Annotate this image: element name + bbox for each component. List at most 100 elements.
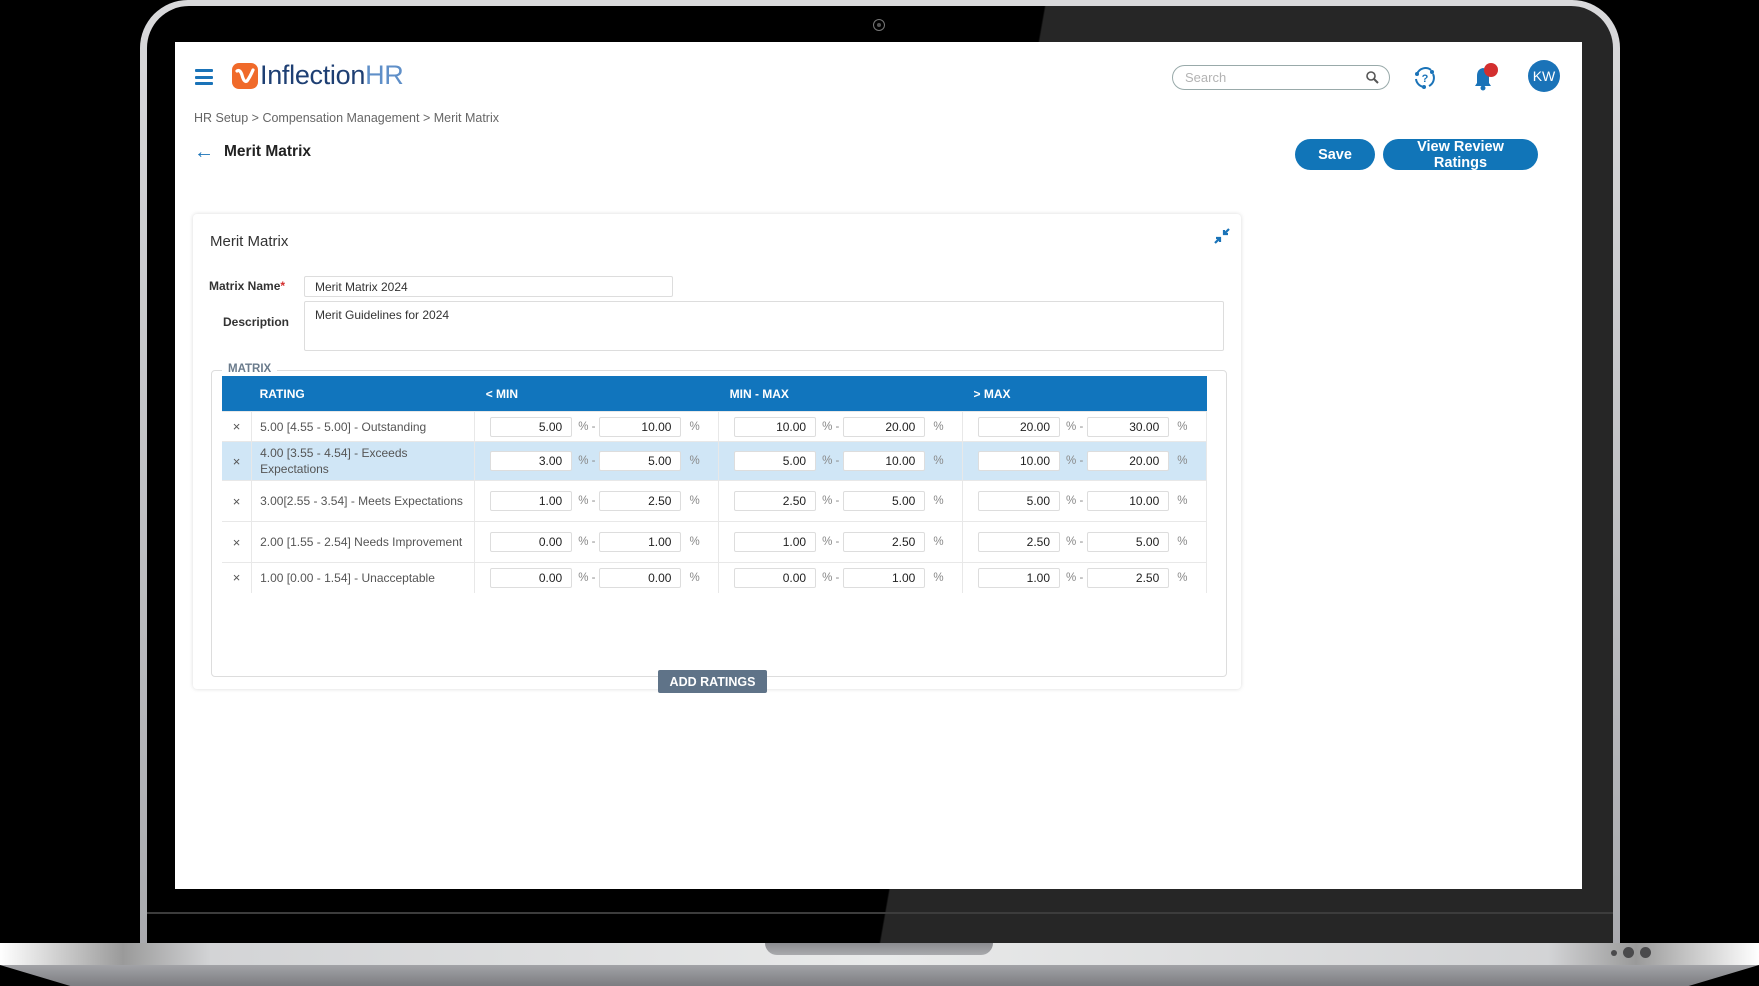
range-cell-min-max: % - % xyxy=(718,562,964,593)
range-cell-below-min: % - % xyxy=(474,480,720,522)
search-input[interactable] xyxy=(1183,69,1366,86)
range-cell-above-max: % - % xyxy=(962,441,1207,481)
range-to-input[interactable] xyxy=(1087,491,1170,511)
percent-label: % xyxy=(933,420,944,433)
percent-label: % xyxy=(933,536,944,548)
range-cell-above-max: % - % xyxy=(962,480,1207,522)
range-from-input[interactable] xyxy=(978,416,1061,437)
range-from-input[interactable] xyxy=(734,532,817,552)
percent-label: % xyxy=(933,495,944,507)
percent-label: % xyxy=(1177,420,1188,433)
column-header-above-max: > MAX xyxy=(962,376,1207,412)
rating-label: 2.00 [1.55 - 2.54] Needs Improvement xyxy=(251,521,476,563)
range-from-input[interactable] xyxy=(978,491,1061,511)
range-from-input[interactable] xyxy=(490,532,573,552)
range-to-input[interactable] xyxy=(843,451,926,471)
range-from-input[interactable] xyxy=(734,416,817,437)
matrix-legend: MATRIX xyxy=(222,363,278,375)
range-to-input[interactable] xyxy=(1087,451,1170,471)
description-label: Description xyxy=(223,315,290,329)
range-to-input[interactable] xyxy=(1087,567,1170,588)
range-cell-below-min: % - % xyxy=(474,521,720,563)
arrow-left-icon[interactable]: ← xyxy=(194,141,214,163)
range-cell-min-max: % - % xyxy=(718,480,964,522)
range-from-input[interactable] xyxy=(490,451,573,471)
range-from-input[interactable] xyxy=(978,532,1061,552)
card-title: Merit Matrix xyxy=(210,233,289,250)
percent-label: % xyxy=(689,571,700,584)
table-row: × 1.00 [0.00 - 1.54] - Unacceptable % - … xyxy=(222,562,1207,593)
percent-label: % xyxy=(1177,455,1188,467)
percent-separator: % - xyxy=(822,455,840,467)
percent-separator: % - xyxy=(1066,536,1084,548)
app-screen: InflectionHR ? KW HR Setup > Compensatio… xyxy=(175,42,1582,889)
percent-separator: % - xyxy=(1066,420,1084,433)
range-cell-below-min: % - % xyxy=(474,441,720,481)
search-icon[interactable] xyxy=(1366,71,1379,84)
percent-separator: % - xyxy=(578,536,596,548)
range-from-input[interactable] xyxy=(978,567,1061,588)
percent-label: % xyxy=(933,571,944,584)
range-to-input[interactable] xyxy=(599,491,682,511)
user-avatar[interactable]: KW xyxy=(1528,60,1560,92)
logo-text: InflectionHR xyxy=(260,60,404,90)
table-header-row: RATING < MIN MIN - MAX > MAX xyxy=(222,376,1207,412)
percent-label: % xyxy=(1177,536,1188,548)
matrix-name-input[interactable] xyxy=(304,276,673,297)
percent-label: % xyxy=(689,536,700,548)
svg-text:?: ? xyxy=(1422,73,1429,85)
bell-icon[interactable] xyxy=(1469,62,1501,94)
range-from-input[interactable] xyxy=(734,491,817,511)
add-ratings-button[interactable]: ADD RATINGS xyxy=(658,670,767,693)
remove-row-button[interactable]: × xyxy=(222,562,253,593)
range-from-input[interactable] xyxy=(734,567,817,588)
range-to-input[interactable] xyxy=(599,416,682,437)
range-from-input[interactable] xyxy=(978,451,1061,471)
percent-separator: % - xyxy=(578,571,596,584)
percent-separator: % - xyxy=(578,455,596,467)
range-to-input[interactable] xyxy=(599,567,682,588)
remove-row-button[interactable]: × xyxy=(222,480,253,522)
matrix-name-label: Matrix Name* xyxy=(209,279,286,293)
percent-separator: % - xyxy=(822,571,840,584)
range-to-input[interactable] xyxy=(843,491,926,511)
remove-row-button[interactable]: × xyxy=(222,411,253,442)
percent-label: % xyxy=(1177,571,1188,584)
column-header-rating: RATING xyxy=(251,376,475,412)
description-textarea[interactable]: Merit Guidelines for 2024 xyxy=(304,301,1224,351)
compress-icon[interactable] xyxy=(1214,228,1230,244)
remove-row-button[interactable]: × xyxy=(222,521,253,563)
hamburger-icon[interactable] xyxy=(195,69,213,85)
percent-label: % xyxy=(933,455,944,467)
percent-separator: % - xyxy=(578,495,596,507)
notification-badge xyxy=(1484,63,1498,77)
app-logo[interactable]: InflectionHR xyxy=(232,60,404,91)
save-button[interactable]: Save xyxy=(1295,139,1375,170)
range-to-input[interactable] xyxy=(1087,532,1170,552)
laptop-notch xyxy=(765,943,993,955)
range-to-input[interactable] xyxy=(599,451,682,471)
percent-separator: % - xyxy=(822,420,840,433)
range-to-input[interactable] xyxy=(1087,416,1170,437)
range-to-input[interactable] xyxy=(599,532,682,552)
range-from-input[interactable] xyxy=(490,567,573,588)
table-row: × 3.00[2.55 - 3.54] - Meets Expectations… xyxy=(222,480,1207,522)
table-row: × 2.00 [1.55 - 2.54] Needs Improvement %… xyxy=(222,521,1207,563)
search-box[interactable] xyxy=(1172,65,1390,90)
merit-matrix-table: RATING < MIN MIN - MAX > MAX × 5.00 [4.5… xyxy=(222,376,1207,593)
percent-label: % xyxy=(1177,495,1188,507)
view-review-ratings-button[interactable]: View Review Ratings xyxy=(1383,139,1538,171)
range-to-input[interactable] xyxy=(843,567,926,588)
percent-separator: % - xyxy=(822,536,840,548)
rating-label: 4.00 [3.55 - 4.54] - Exceeds Expectation… xyxy=(251,441,476,481)
remove-row-button[interactable]: × xyxy=(222,441,253,481)
rating-label: 1.00 [0.00 - 1.54] - Unacceptable xyxy=(251,562,476,593)
range-from-input[interactable] xyxy=(490,491,573,511)
help-icon[interactable]: ? xyxy=(1412,65,1438,91)
range-cell-above-max: % - % xyxy=(962,562,1207,593)
range-to-input[interactable] xyxy=(843,416,926,437)
range-from-input[interactable] xyxy=(490,416,573,437)
range-to-input[interactable] xyxy=(843,532,926,552)
range-cell-above-max: % - % xyxy=(962,521,1207,563)
range-from-input[interactable] xyxy=(734,451,817,471)
